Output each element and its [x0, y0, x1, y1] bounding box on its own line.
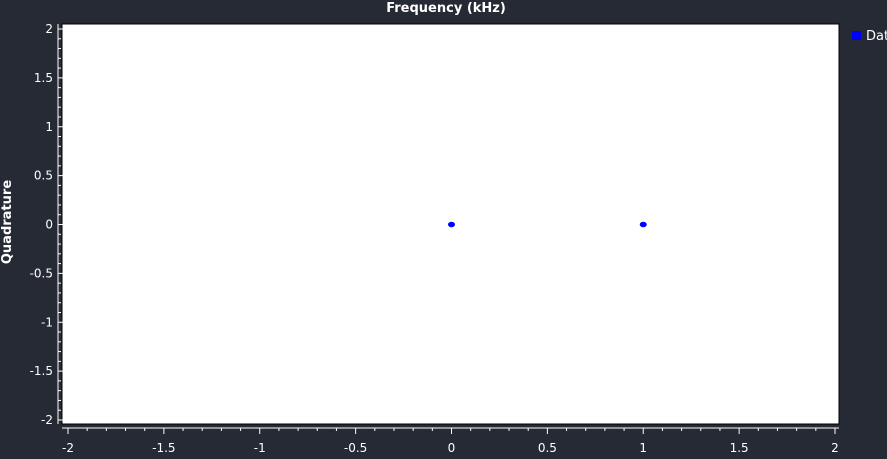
y-tick-label: 0: [45, 218, 53, 232]
x-tick-label: 0.5: [538, 441, 557, 455]
x-tick-label: 1.5: [730, 441, 749, 455]
y-tick-label: -1.5: [30, 364, 53, 378]
data-point: [639, 221, 647, 228]
legend-label: Dat: [866, 29, 887, 44]
y-tick-label: -2: [41, 413, 53, 427]
x-tick-label: -1: [254, 441, 266, 455]
axes: 2 1.5 1 0.5 0 -0.5 -1 -1.5 -2 -2 -1.5 -1 -0.5 0 0.5 1 1.…: [30, 22, 839, 455]
y-tick-label: -0.5: [30, 266, 53, 280]
x-tick-label: -1.5: [152, 441, 175, 455]
data-points: [448, 221, 647, 228]
y-tick-label: 2: [45, 22, 53, 36]
y-axis-title: Quadrature: [0, 180, 15, 264]
x-tick-label: 2: [831, 441, 839, 455]
x-tick-label: 0: [448, 441, 456, 455]
data-point: [448, 221, 455, 228]
x-tick-label: 1: [639, 441, 647, 455]
chart-title: Frequency (kHz): [386, 1, 506, 16]
y-tick-label: 1: [45, 120, 53, 134]
x-tick-label: -0.5: [344, 441, 367, 455]
y-tick-label: 0.5: [34, 169, 53, 183]
legend[interactable]: Dat: [852, 29, 887, 44]
y-tick-label: -1: [41, 315, 53, 329]
y-tick-label: 1.5: [34, 71, 53, 85]
legend-swatch: [852, 31, 861, 40]
x-tick-label: -2: [62, 441, 74, 455]
